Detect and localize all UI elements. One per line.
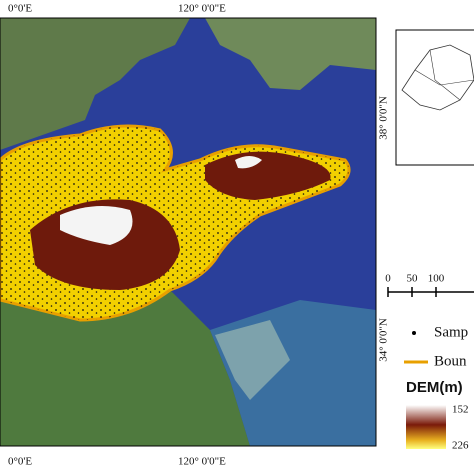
scale-label: 0 (385, 273, 391, 285)
dem-max-label: 152 (452, 404, 469, 416)
inset-frame (395, 29, 474, 166)
map-frame (0, 17, 377, 447)
scale-label: 100 (428, 273, 445, 285)
dem-peak-west (60, 206, 133, 245)
dem-ramp (406, 405, 446, 449)
dem-high-east (205, 151, 331, 200)
legend-item: Boun (434, 353, 467, 369)
bottom-coord-label: 120° 0'0"E (178, 456, 226, 468)
dem-min-label: 226 (452, 440, 469, 452)
dem-peak-east (235, 156, 262, 169)
land-south (0, 280, 250, 446)
inset-map (401, 44, 474, 111)
land-north (0, 18, 190, 150)
inset-borders (414, 49, 474, 101)
top-coord-label: 120° 0'0"E (178, 3, 226, 15)
scale-label: 50 (407, 273, 419, 285)
sample-symbol (412, 331, 416, 335)
legend-item: Samp (434, 324, 468, 340)
right-coord-label: 38° 0'0"N (378, 96, 390, 140)
dem-title: DEM(m) (406, 379, 463, 396)
top-coord-label: 0°0'E (8, 3, 32, 15)
coastal-water (215, 320, 290, 400)
bottom-coord-label: 0°0'E (8, 456, 32, 468)
map-area (0, 18, 376, 446)
right-coord-label: 34° 0'0"N (378, 318, 390, 362)
scale-bar (387, 287, 474, 297)
land-liaodong (205, 18, 376, 90)
